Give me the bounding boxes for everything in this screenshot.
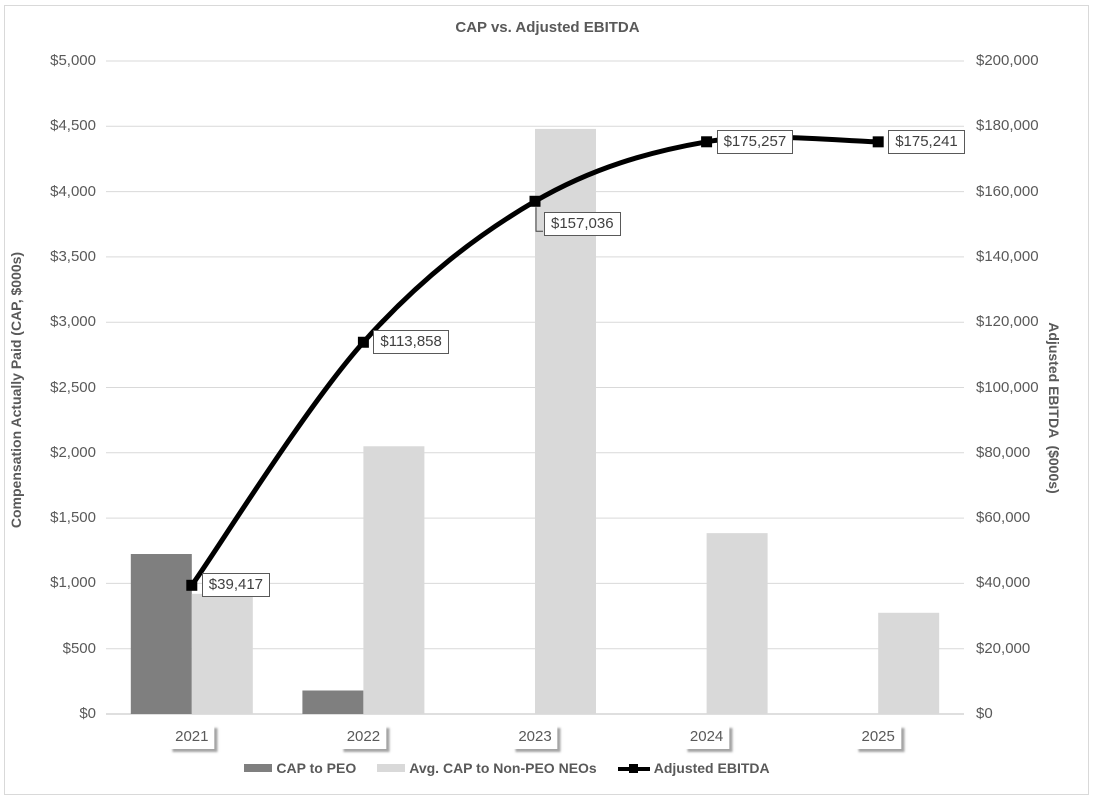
right-axis-title: Adjusted EBITDA ($000s) (1046, 322, 1062, 494)
x-axis-year-label-2025: 2025 (855, 725, 901, 749)
left-tick-label: $2,000 (50, 443, 96, 461)
left-tick-label: $4,000 (50, 182, 96, 200)
legend-label-non-peo: Avg. CAP to Non-PEO NEOs (409, 760, 597, 776)
left-tick-label: $0 (79, 705, 96, 722)
right-tick-label: $140,000 (976, 247, 1039, 265)
right-tick-label: $60,000 (976, 509, 1031, 527)
left-tick-label: $2,500 (50, 378, 96, 396)
bar-cap-to-peo-2021 (130, 554, 192, 714)
legend: CAP to PEO Avg. CAP to Non-PEO NEOs Adju… (57, 760, 957, 776)
right-tick-label: $20,000 (976, 639, 1031, 657)
right-tick-label: $200,000 (976, 52, 1039, 69)
legend-label-cap-to-peo: CAP to PEO (276, 760, 357, 776)
left-tick-label: $3,500 (50, 247, 96, 265)
left-tick-label: $4,500 (50, 117, 96, 135)
left-tick-label: $3,000 (50, 313, 96, 331)
chart-title: CAP vs. Adjusted EBITDA (455, 19, 640, 36)
x-axis-year-label-2024: 2024 (683, 725, 730, 749)
data-label-leader-line (535, 207, 543, 232)
right-tick-label: $160,000 (976, 182, 1039, 200)
x-axis-year-label-2021: 2021 (169, 725, 215, 749)
bar-cap-to-peo-2022 (302, 690, 364, 714)
ebitda-marker-2024 (701, 136, 713, 148)
x-axis-year-label-2023: 2023 (512, 725, 558, 749)
cap-to-peo-swatch (244, 764, 273, 772)
right-tick-label: $80,000 (976, 443, 1031, 461)
left-tick-label: $1,500 (50, 509, 96, 527)
data-label-2025: $175,241 (888, 129, 965, 154)
data-label-2023: $157,036 (544, 212, 621, 237)
legend-item-non-peo: Avg. CAP to Non-PEO NEOs (377, 760, 597, 776)
ebitda-marker-2025 (872, 136, 884, 148)
bar-avg-cap-non-peo-2021 (191, 593, 253, 714)
bar-avg-cap-non-peo-2025 (878, 612, 940, 714)
right-tick-label: $180,000 (976, 117, 1039, 135)
ebitda-marker-2021 (186, 579, 198, 591)
x-axis-year-label-2022: 2022 (340, 725, 387, 749)
bar-avg-cap-non-peo-2024 (706, 533, 768, 714)
ebitda-line-swatch (617, 763, 650, 773)
data-label-2022: $113,858 (373, 330, 449, 355)
right-tick-label: $0 (976, 705, 993, 722)
data-label-2024: $175,257 (716, 129, 794, 154)
ebitda-marker-2022 (357, 336, 369, 348)
ebitda-marker-2023 (529, 195, 541, 207)
non-peo-swatch (377, 764, 406, 772)
bar-avg-cap-non-peo-2022 (363, 446, 425, 714)
right-tick-label: $120,000 (976, 313, 1039, 331)
left-tick-label: $500 (62, 639, 96, 657)
legend-label-ebitda: Adjusted EBITDA (653, 760, 770, 776)
legend-item-cap-to-peo: CAP to PEO (244, 760, 356, 776)
data-label-2021: $39,417 (201, 573, 271, 598)
left-tick-label: $5,000 (50, 52, 96, 69)
legend-item-ebitda: Adjusted EBITDA (617, 760, 770, 776)
right-tick-label: $40,000 (976, 574, 1031, 592)
right-tick-label: $100,000 (976, 378, 1039, 396)
left-tick-label: $1,000 (50, 574, 96, 592)
